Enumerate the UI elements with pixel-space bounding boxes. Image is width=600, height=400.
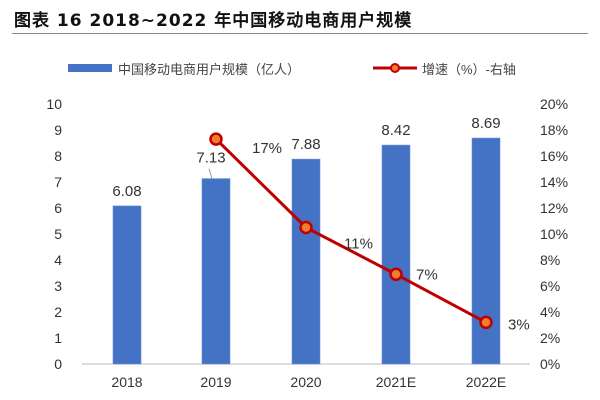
bar-data-label: 7.13 xyxy=(196,150,225,167)
right-axis-tick: 16% xyxy=(540,148,568,164)
legend-line-marker xyxy=(390,63,400,73)
growth-marker-2020 xyxy=(299,220,313,235)
title-divider xyxy=(12,33,588,34)
x-axis-tick: 2018 xyxy=(111,374,142,390)
bar-2021E xyxy=(381,144,411,365)
x-axis-tick: 2020 xyxy=(290,374,321,390)
right-axis-tick: 2% xyxy=(540,330,560,346)
right-axis-tick: 14% xyxy=(540,174,568,190)
left-axis-tick: 10 xyxy=(46,96,62,112)
left-axis-tick: 0 xyxy=(54,356,62,372)
x-axis-tick: 2021E xyxy=(376,374,416,390)
x-axis-tick: 2022E xyxy=(466,374,506,390)
left-axis-tick: 7 xyxy=(54,174,62,190)
left-axis-tick: 4 xyxy=(54,252,62,268)
right-axis-tick: 18% xyxy=(540,122,568,138)
bar-label-leader xyxy=(208,168,213,179)
right-axis-tick: 4% xyxy=(540,304,560,320)
left-axis-tick: 1 xyxy=(54,330,62,346)
left-axis-tick: 3 xyxy=(54,278,62,294)
legend-bar-label: 中国移动电商用户规模（亿人） xyxy=(118,62,300,77)
bar-2019 xyxy=(201,178,231,365)
legend-bar-swatch xyxy=(68,64,112,72)
left-axis-tick: 2 xyxy=(54,304,62,320)
growth-marker-2022E xyxy=(479,315,493,330)
growth-line xyxy=(214,138,487,324)
line-data-label: 11% xyxy=(344,236,373,253)
x-axis-tick: 2019 xyxy=(200,374,231,390)
right-axis-tick: 8% xyxy=(540,252,560,268)
bar-2022E xyxy=(471,137,501,365)
chart-title: 图表 16 2018~2022 年中国移动电商用户规模 xyxy=(14,11,413,31)
right-axis-tick: 12% xyxy=(540,200,568,216)
left-axis-tick: 8 xyxy=(54,148,62,164)
line-data-label: 3% xyxy=(508,316,530,333)
left-axis-tick: 6 xyxy=(54,200,62,216)
line-data-label: 7% xyxy=(416,266,438,283)
bar-data-label: 8.69 xyxy=(471,115,500,132)
bar-data-label: 7.88 xyxy=(291,136,320,153)
growth-marker-2019 xyxy=(209,132,223,146)
bar-data-label: 6.08 xyxy=(112,183,141,200)
right-axis-tick: 0% xyxy=(540,356,560,372)
growth-marker-2021E xyxy=(389,267,403,282)
legend-line-label: 增速（%）-右轴 xyxy=(422,62,516,77)
bar-2018 xyxy=(112,205,142,365)
line-data-label: 17% xyxy=(252,140,282,157)
left-axis-tick: 9 xyxy=(54,122,62,138)
right-axis-tick: 10% xyxy=(540,226,568,242)
right-axis-tick: 6% xyxy=(540,278,560,294)
bar-data-label: 8.42 xyxy=(381,122,410,139)
right-axis-tick: 20% xyxy=(540,96,568,112)
bar-2020 xyxy=(291,158,321,365)
left-axis-tick: 5 xyxy=(54,226,62,242)
